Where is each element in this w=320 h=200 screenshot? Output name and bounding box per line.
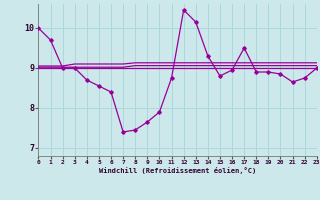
X-axis label: Windchill (Refroidissement éolien,°C): Windchill (Refroidissement éolien,°C) xyxy=(99,167,256,174)
